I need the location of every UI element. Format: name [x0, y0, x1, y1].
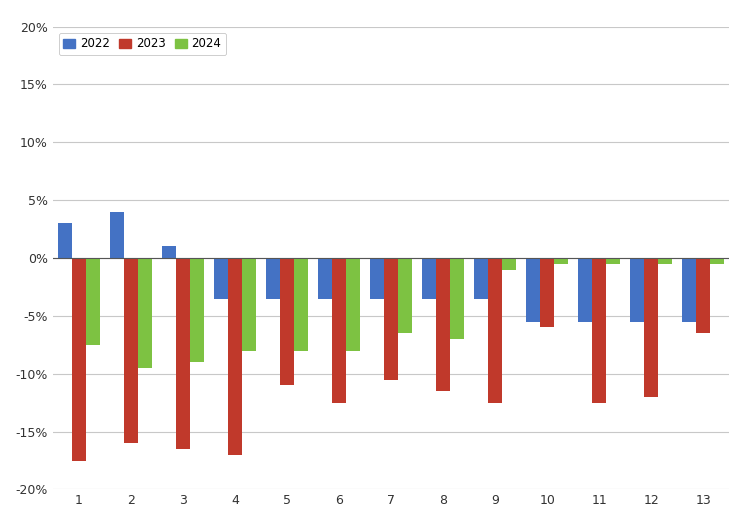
Bar — [384, 258, 398, 379]
Bar — [682, 258, 696, 322]
Legend: 2022, 2023, 2024: 2022, 2023, 2024 — [59, 32, 226, 55]
Bar — [502, 258, 516, 270]
Bar — [696, 258, 711, 333]
Bar — [162, 246, 176, 258]
Bar — [123, 258, 138, 443]
Bar — [398, 258, 412, 333]
Bar — [266, 258, 280, 298]
Bar — [86, 258, 100, 345]
Bar — [526, 258, 540, 322]
Bar — [659, 258, 672, 264]
Bar — [370, 258, 384, 298]
Bar — [540, 258, 554, 328]
Bar — [436, 258, 450, 391]
Bar — [138, 258, 152, 368]
Bar — [294, 258, 308, 351]
Bar — [110, 212, 123, 258]
Bar — [190, 258, 204, 362]
Bar — [606, 258, 620, 264]
Bar — [332, 258, 346, 403]
Bar — [71, 258, 86, 461]
Bar — [176, 258, 190, 449]
Bar — [422, 258, 436, 298]
Bar — [593, 258, 606, 403]
Bar — [644, 258, 659, 397]
Bar — [242, 258, 256, 351]
Bar — [450, 258, 464, 339]
Bar — [578, 258, 593, 322]
Bar — [280, 258, 294, 385]
Bar — [630, 258, 644, 322]
Bar — [474, 258, 488, 298]
Bar — [554, 258, 569, 264]
Bar — [318, 258, 332, 298]
Bar — [228, 258, 242, 455]
Bar — [58, 223, 71, 258]
Bar — [214, 258, 228, 298]
Bar — [488, 258, 502, 403]
Bar — [346, 258, 360, 351]
Bar — [711, 258, 724, 264]
